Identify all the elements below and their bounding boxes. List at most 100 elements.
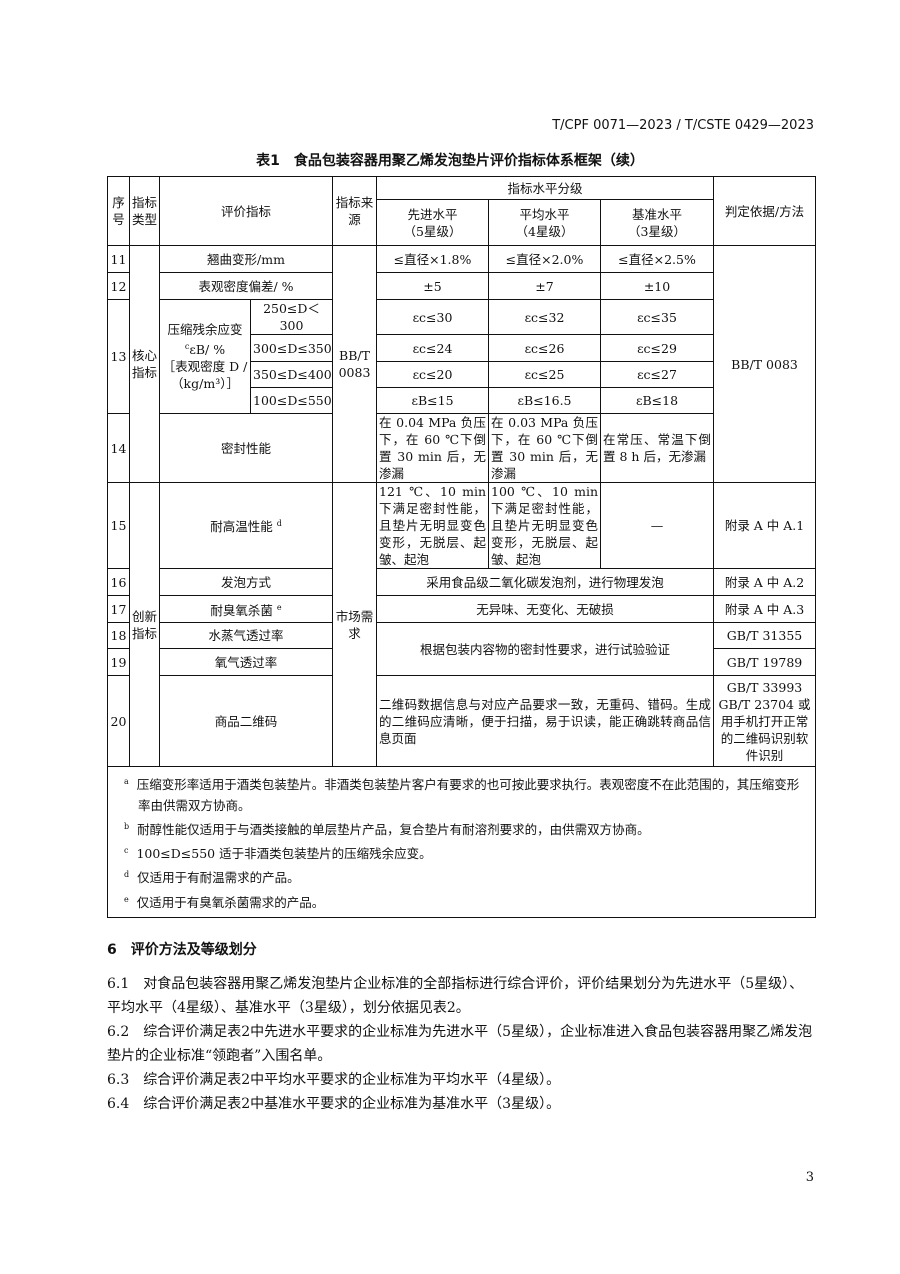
- paragraph-6-1: 6.1 对食品包装容器用聚乙烯发泡垫片企业标准的全部指标进行综合评价，评价结果划…: [107, 975, 804, 1016]
- density-range: 350≤D≤400: [249, 361, 334, 388]
- level4-value: εB≤16.5: [488, 387, 602, 414]
- level4-value: 100 ℃、10 min 下满足密封性能，且垫片无明显变色变形，无脱层、起皱、起…: [488, 482, 602, 569]
- basis-value: 附录 A 中 A.3: [713, 595, 817, 623]
- indicator-name: 水蒸气透过率: [158, 622, 334, 649]
- row-no: 18: [107, 622, 130, 649]
- level3-value: ≤直径×2.5%: [600, 245, 715, 273]
- level3-value: εB≤18: [600, 387, 715, 414]
- level4-value: εc≤32: [488, 299, 602, 335]
- type-innovation: 创新指标: [129, 482, 160, 767]
- density-range: 100≤D≤550: [249, 387, 334, 414]
- th-type: 指标类型: [129, 176, 160, 246]
- row-no: 12: [107, 272, 130, 300]
- table-row: 350≤D≤400 εc≤20 εc≤25 εc≤27: [108, 361, 816, 388]
- indicator-name: 压缩残余应变 cεB/ % ［表观密度 D /（kg/m³）］: [159, 299, 251, 414]
- th-level3: 基准水平 （3星级）: [600, 199, 715, 246]
- basis-value: GB/T 31355: [713, 622, 817, 649]
- row-no: 17: [107, 595, 130, 623]
- footnote: a 压缩变形率适用于酒类包装垫片。非酒类包装垫片客户有要求的也可按此要求执行。表…: [124, 777, 800, 814]
- th-basis: 判定依据/方法: [713, 176, 817, 246]
- level3-value: εc≤27: [600, 361, 715, 388]
- table-row: 16 发泡方式 采用食品级二氧化碳发泡剂，进行物理发泡 附录 A 中 A.2: [107, 568, 817, 596]
- level5-value: εc≤24: [376, 334, 490, 362]
- basis-value: GB/T 33993 GB/T 23704 或用手机打开正常的二维码识别软件识别: [713, 675, 817, 767]
- row-no: 13: [107, 299, 130, 414]
- source-market: 市场需求: [332, 482, 378, 767]
- table-row: 12 表观密度偏差/ % ±5 ±7 ±10: [107, 272, 816, 300]
- indicator-name: 发泡方式: [158, 568, 334, 596]
- level3-value: εc≤29: [600, 334, 715, 362]
- level5-value: 在 0.04 MPa 负压下，在 60 ℃下倒置 30 min 后，无渗漏: [376, 413, 490, 483]
- level5-value: εc≤20: [376, 361, 490, 388]
- indicator-name: 翘曲变形/mm: [158, 245, 334, 273]
- footnote: e 仅适用于有臭氧杀菌需求的产品。: [124, 894, 325, 910]
- level5-value: εc≤30: [376, 299, 490, 335]
- type-core: 核心指标: [129, 245, 160, 483]
- table-row: 18 水蒸气透过率 根据包装内容物的密封性要求，进行试验验证 GB/T 3135…: [107, 622, 817, 676]
- table-footnotes: a 压缩变形率适用于酒类包装垫片。非酒类包装垫片客户有要求的也可按此要求执行。表…: [106, 766, 817, 918]
- level4-value: ≤直径×2.0%: [488, 245, 602, 273]
- table-row: 15 创新指标 耐高温性能 d 市场需求 121 ℃、10 min 下满足密封性…: [107, 482, 817, 767]
- source-core: BB/T 0083: [332, 245, 378, 483]
- indicator-name: 耐臭氧杀菌 e: [158, 595, 334, 623]
- indicator-name: 耐高温性能 d: [158, 482, 334, 569]
- level4-value: 在 0.03 MPa 负压下，在 60 ℃下倒置 30 min 后，无渗漏: [488, 413, 602, 483]
- table-row: 14 密封性能 在 0.04 MPa 负压下，在 60 ℃下倒置 30 min …: [107, 413, 816, 483]
- th-level: 指标水平分级: [376, 176, 715, 200]
- table-row: 13 压缩残余应变 cεB/ % ［表观密度 D /（kg/m³）］ 250≤D＜3…: [107, 299, 816, 414]
- th-no: 序号: [107, 176, 130, 246]
- density-range: 300≤D≤350: [249, 334, 334, 362]
- indicator-table: 序号 指标类型 评价指标 指标来源 指标水平分级 判定依据/方法 先进水平 （5星…: [106, 176, 817, 918]
- row-no: 16: [107, 568, 130, 596]
- table-row: 17 耐臭氧杀菌 e 无异味、无变化、无破损 附录 A 中 A.3: [107, 595, 817, 623]
- requirement-value: 采用食品级二氧化碳发泡剂，进行物理发泡: [376, 568, 715, 596]
- footnotes-row: a 压缩变形率适用于酒类包装垫片。非酒类包装垫片客户有要求的也可按此要求执行。表…: [106, 766, 817, 918]
- basis-value: 附录 A 中 A.1: [713, 482, 817, 569]
- paragraph-6-4: 6.4 综合评价满足表2中基准水平要求的企业标准为基准水平（3星级）。: [107, 1095, 561, 1112]
- level4-value: εc≤26: [488, 334, 602, 362]
- footnote: b 耐醇性能仅适用于与酒类接触的单层垫片产品，复合垫片有耐溶剂要求的，由供需双方…: [124, 822, 650, 838]
- row-no: 15: [107, 482, 130, 569]
- row-no: 19: [107, 648, 130, 676]
- paragraph-6-2: 6.2 综合评价满足表2中先进水平要求的企业标准为先进水平（5星级），企业标准进…: [107, 1023, 813, 1064]
- level5-value: ±5: [376, 272, 490, 300]
- paragraph-6-3: 6.3 综合评价满足表2中平均水平要求的企业标准为平均水平（4星级）。: [107, 1071, 561, 1088]
- level5-value: 121 ℃、10 min 下满足密封性能，且垫片无明显变色变形，无脱层、起皱、起…: [376, 482, 490, 569]
- standard-number: T/CPF 0071—2023 / T/CSTE 0429—2023: [552, 118, 814, 133]
- basis-value: GB/T 19789: [713, 648, 817, 676]
- level4-value: ±7: [488, 272, 602, 300]
- basis-value: 附录 A 中 A.2: [713, 568, 817, 596]
- table-row: 300≤D≤350 εc≤24 εc≤26 εc≤29: [108, 334, 816, 362]
- th-level5: 先进水平 （5星级）: [376, 199, 490, 246]
- th-source: 指标来源: [332, 176, 378, 246]
- level4-value: εc≤25: [488, 361, 602, 388]
- page-number: 3: [805, 1170, 814, 1185]
- basis-core: BB/T 0083: [713, 245, 817, 483]
- level5-value: εB≤15: [376, 387, 490, 414]
- footnote: c 100≤D≤550 适于非酒类包装垫片的压缩残余应变。: [124, 846, 432, 862]
- th-level4: 平均水平 （4星级）: [488, 199, 602, 246]
- level5-value: ≤直径×1.8%: [376, 245, 490, 273]
- level3-value: ±10: [600, 272, 715, 300]
- row-no: 11: [107, 245, 130, 273]
- table-row: 100≤D≤550 εB≤15 εB≤16.5 εB≤18: [108, 387, 816, 414]
- row-no: 14: [107, 413, 130, 483]
- indicator-name: 密封性能: [158, 413, 334, 483]
- section-heading: 6 评价方法及等级划分: [107, 941, 257, 958]
- table-caption: 表1 食品包装容器用聚乙烯发泡垫片评价指标体系框架（续）: [256, 153, 644, 169]
- level3-value: 在常压、常温下倒置 8 h 后，无渗漏: [600, 413, 715, 483]
- requirement-value: 根据包装内容物的密封性要求，进行试验验证: [376, 622, 715, 676]
- page-body: 序号 指标类型 评价指标 指标来源 指标水平分级 判定依据/方法 先进水平 （5星…: [106, 176, 817, 1116]
- level3-value: εc≤35: [600, 299, 715, 335]
- indicator-name: 商品二维码: [158, 675, 334, 767]
- requirement-value: 无异味、无变化、无破损: [376, 595, 715, 623]
- th-indicator: 评价指标: [158, 176, 334, 246]
- requirement-value: 二维码数据信息与对应产品要求一致，无重码、错码。生成的二维码应清晰，便于扫描，易…: [376, 675, 715, 767]
- density-range: 250≤D＜300: [249, 299, 334, 335]
- footnote: d 仅适用于有耐温需求的产品。: [124, 870, 300, 886]
- indicator-name: 氧气透过率: [158, 648, 334, 676]
- row-no: 20: [107, 675, 130, 767]
- indicator-name: 表观密度偏差/ %: [158, 272, 334, 300]
- table-row: 20 商品二维码 二维码数据信息与对应产品要求一致，无重码、错码。生成的二维码应…: [107, 675, 817, 767]
